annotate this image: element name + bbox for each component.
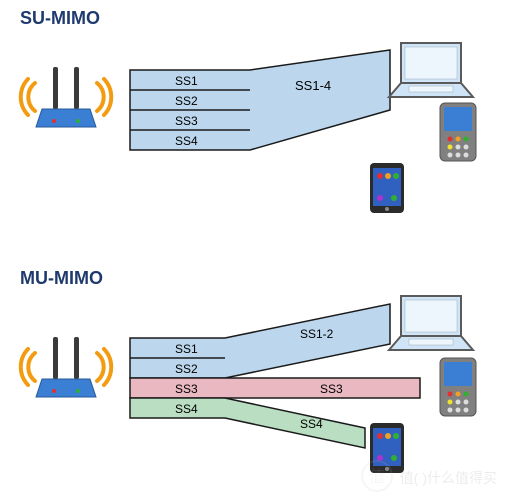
laptop-icon: [389, 43, 473, 97]
su-diagram-svg: SS1 SS2 SS3 SS4 SS1-4: [0, 8, 515, 218]
su-mimo-section: SU-MIMO SS1 SS2 SS3 SS4 SS1-4: [0, 8, 515, 218]
mu-lane-label: SS3: [175, 382, 198, 396]
su-lane-label: SS2: [175, 94, 198, 108]
mu-out-label: SS4: [300, 417, 323, 431]
watermark-logo-icon: 值: [359, 458, 395, 494]
mu-lane-label: SS4: [175, 402, 198, 416]
mu-mimo-section: MU-MIMO SS1 SS2 SS3 SS4 SS1-2 SS3 SS4: [0, 268, 515, 498]
smartphone-icon: [370, 163, 404, 213]
mu-beam-ss3: [130, 378, 420, 398]
router-icon: [21, 67, 111, 127]
mu-lane-label: SS1: [175, 342, 198, 356]
svg-text:值: 值: [369, 468, 385, 486]
su-combined-label: SS1-4: [295, 78, 331, 93]
mu-beam-ss12: [130, 304, 390, 378]
su-beam: [130, 50, 390, 150]
su-lane-label: SS3: [175, 114, 198, 128]
mu-beam-ss4: [130, 398, 365, 448]
mu-lane-label: SS2: [175, 362, 198, 376]
feature-phone-icon: [440, 358, 476, 416]
laptop-icon: [389, 296, 473, 350]
su-lane-label: SS4: [175, 134, 198, 148]
su-lane-label: SS1: [175, 74, 198, 88]
router-icon: [21, 337, 111, 397]
mu-out-label: SS1-2: [300, 327, 334, 341]
mu-diagram-svg: SS1 SS2 SS3 SS4 SS1-2 SS3 SS4: [0, 268, 515, 498]
feature-phone-icon: [440, 103, 476, 161]
mu-out-label: SS3: [320, 382, 343, 396]
watermark-text: 值( )什么值得买: [400, 468, 497, 488]
